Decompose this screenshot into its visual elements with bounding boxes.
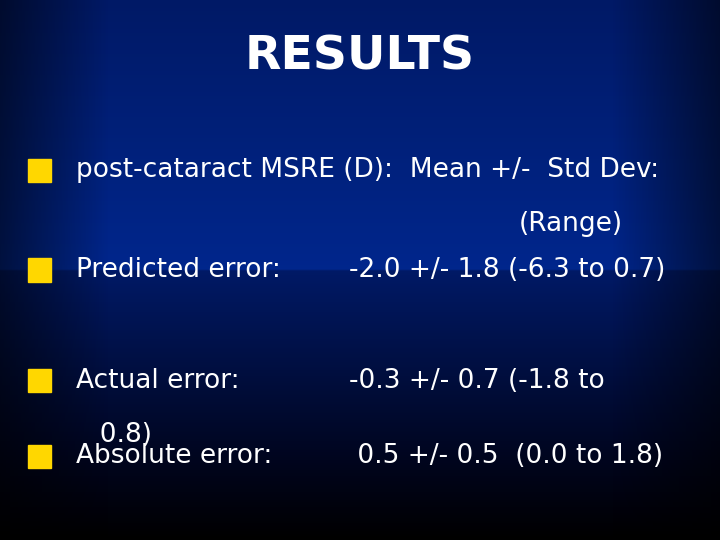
FancyBboxPatch shape	[28, 369, 51, 392]
Text: Absolute error:: Absolute error:	[76, 443, 272, 469]
FancyBboxPatch shape	[28, 259, 51, 281]
Text: post-cataract MSRE (D):  Mean +/-  Std Dev:: post-cataract MSRE (D): Mean +/- Std Dev…	[76, 157, 659, 183]
Text: -0.3 +/- 0.7 (-1.8 to: -0.3 +/- 0.7 (-1.8 to	[349, 368, 605, 394]
Text: 0.5 +/- 0.5  (0.0 to 1.8): 0.5 +/- 0.5 (0.0 to 1.8)	[349, 443, 663, 469]
Text: -2.0 +/- 1.8 (-6.3 to 0.7): -2.0 +/- 1.8 (-6.3 to 0.7)	[349, 257, 665, 283]
Text: 0.8): 0.8)	[83, 422, 152, 448]
Text: (Range): (Range)	[518, 211, 623, 237]
FancyBboxPatch shape	[28, 159, 51, 181]
Text: Actual error:: Actual error:	[76, 368, 239, 394]
Text: Predicted error:: Predicted error:	[76, 257, 281, 283]
FancyBboxPatch shape	[28, 445, 51, 468]
Text: RESULTS: RESULTS	[245, 34, 475, 79]
